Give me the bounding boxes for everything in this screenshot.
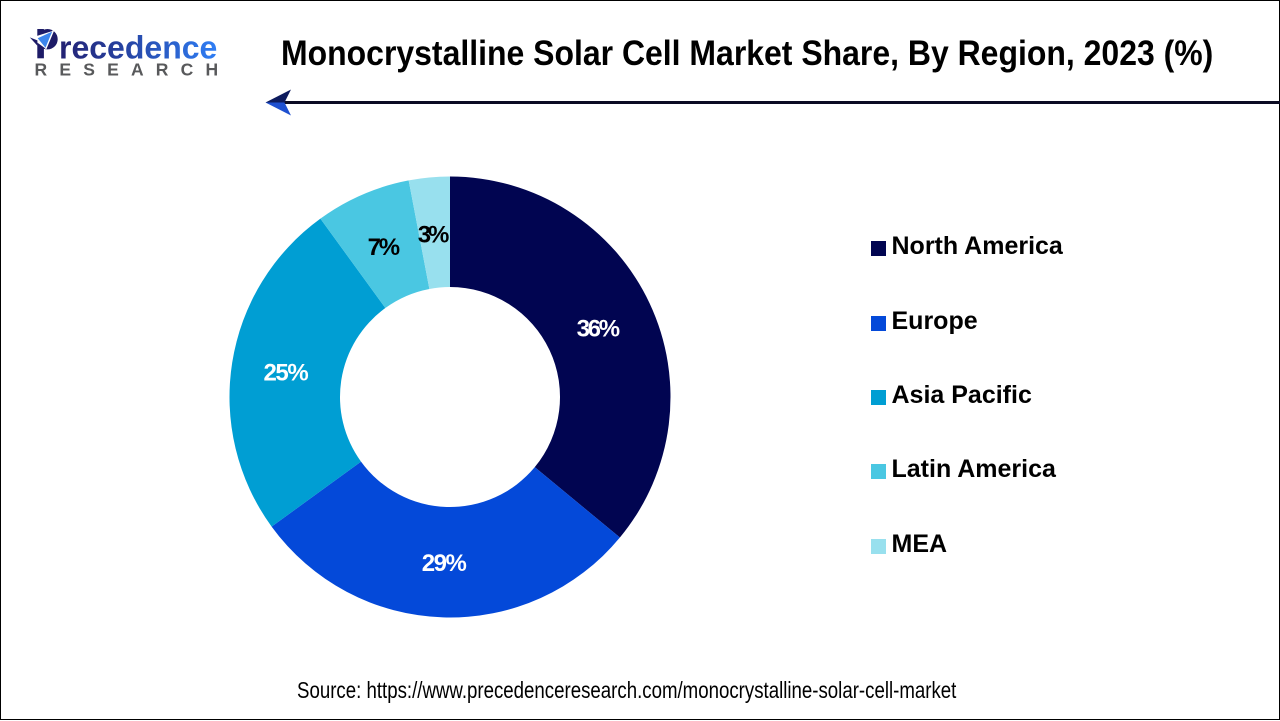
svg-text:25%: 25% [264, 359, 309, 386]
svg-text:RESEARCH: RESEARCH [35, 60, 231, 80]
svg-text:29%: 29% [422, 550, 467, 577]
svg-text:36%: 36% [577, 315, 621, 342]
svg-text:3%: 3% [418, 222, 450, 249]
svg-text:7%: 7% [368, 234, 401, 261]
svg-text:recedence: recedence [59, 30, 217, 66]
